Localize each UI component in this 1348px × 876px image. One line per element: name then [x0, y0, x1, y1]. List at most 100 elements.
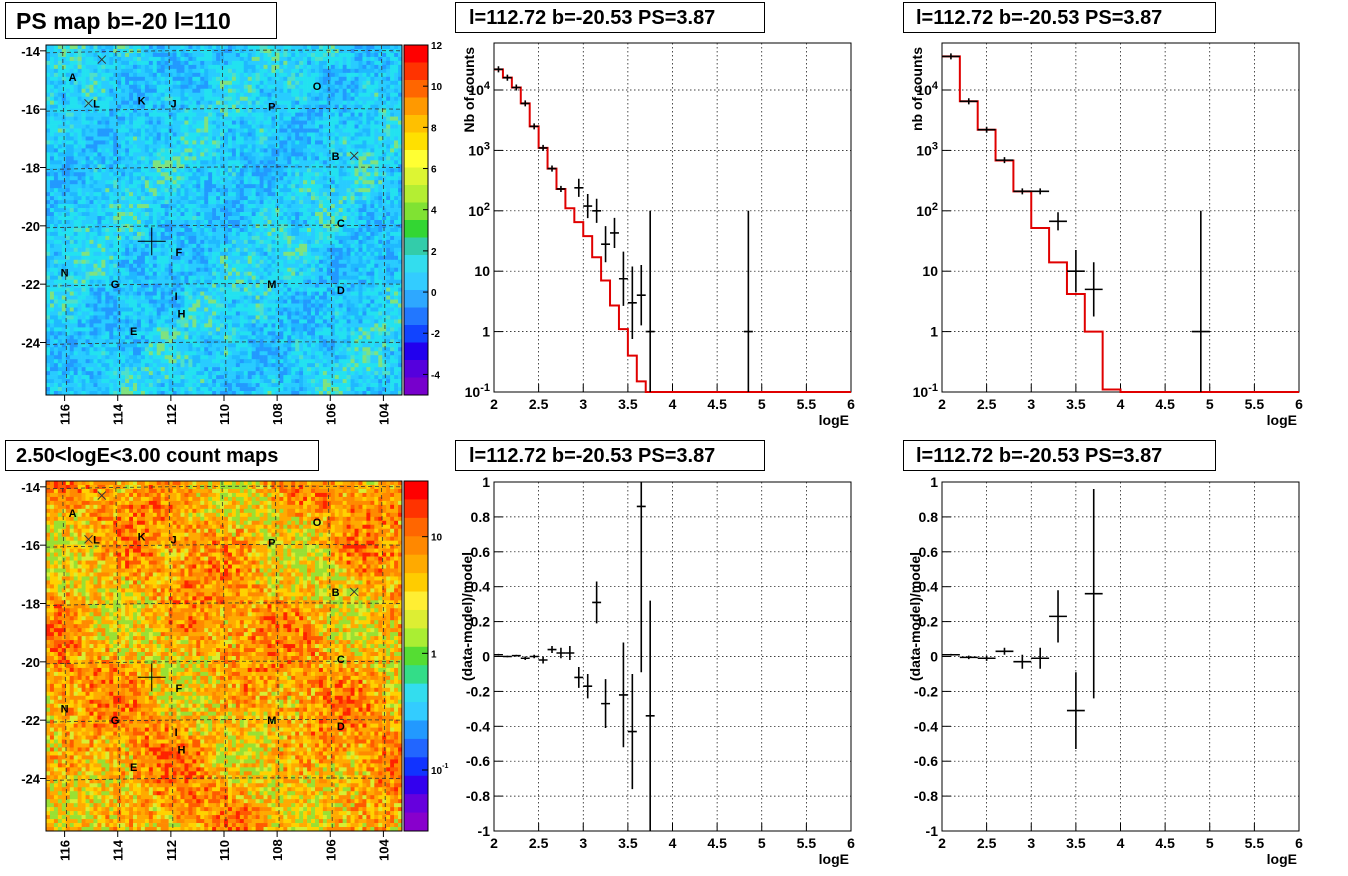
- x-tick-label: 2: [490, 396, 498, 412]
- map-x-tick-label: 112: [164, 840, 179, 861]
- x-tick-label: 3.5: [1066, 396, 1086, 412]
- x-axis-label: logE: [819, 851, 849, 867]
- colorbar-tick-label: -2: [431, 329, 440, 340]
- x-tick-label: 3: [579, 396, 587, 412]
- data-point: [520, 656, 530, 660]
- x-tick-label: 5: [1206, 396, 1214, 412]
- colorbar-band: [404, 167, 428, 186]
- x-tick-label: 3: [1027, 396, 1035, 412]
- x-tick-label: 4.5: [707, 396, 727, 412]
- y-tick-label: 0.6: [471, 544, 491, 560]
- y-tick-label: -0.2: [914, 683, 938, 699]
- data-point: [645, 600, 655, 831]
- data-point: [1013, 188, 1032, 195]
- map-x-tick-label: 114: [111, 839, 126, 861]
- colorbar-band: [404, 702, 428, 721]
- source-label: I: [175, 727, 178, 739]
- source-cross-marker: [84, 98, 93, 108]
- x-tick-label: 4: [1117, 835, 1125, 851]
- data-point: [995, 157, 1014, 164]
- target-position-marker: [137, 227, 166, 256]
- map-x-tick-label: 114: [111, 403, 126, 425]
- colorbar-tick-label: 12: [431, 41, 443, 52]
- map-bottom-title: 2.50<logE<3.00 count maps: [5, 440, 319, 471]
- map-coordinate-grid: [45, 480, 403, 832]
- source-label: C: [337, 218, 345, 230]
- x-tick-label: 6: [1295, 835, 1303, 851]
- data-point: [538, 656, 548, 664]
- map-x-tick-label: 116: [58, 840, 73, 861]
- x-tick-label: 5: [1206, 835, 1214, 851]
- source-label: A: [69, 508, 77, 520]
- data-point: [743, 210, 753, 392]
- y-tick-label: 10-1: [465, 382, 490, 400]
- colorbar-band: [404, 220, 428, 238]
- colorbar-tick-label: 6: [431, 165, 437, 176]
- source-cross-marker: [97, 55, 107, 64]
- y-tick-label: -0.4: [466, 718, 490, 734]
- y-tick-label: 1: [930, 324, 938, 340]
- x-axis-label: logE: [1267, 412, 1297, 428]
- data-point: [511, 84, 521, 91]
- source-label: A: [69, 72, 77, 84]
- y-tick-label: -0.4: [914, 718, 938, 734]
- source-cross-marker: [349, 587, 359, 597]
- data-point: [618, 251, 628, 306]
- colorbar-band: [404, 775, 428, 795]
- x-tick-label: 6: [847, 396, 855, 412]
- map-y-tick-label: -24: [21, 772, 41, 787]
- colorbar-frame: [403, 44, 429, 396]
- y-axis-label: nb of counts: [909, 47, 925, 131]
- colorbar-band: [404, 80, 428, 98]
- source-label: L: [93, 534, 100, 546]
- x-tick-label: 2.5: [529, 835, 549, 851]
- source-label: K: [138, 95, 146, 107]
- colorbar-tick-label: 0: [431, 288, 437, 299]
- data-point: [1031, 647, 1050, 669]
- residual-2-title: l=112.72 b=-20.53 PS=3.87: [903, 440, 1216, 471]
- colorbar-band: [404, 573, 428, 593]
- map-x-tick-label: 108: [270, 839, 285, 861]
- colorbar-band: [404, 307, 428, 326]
- x-tick-label: 2: [490, 835, 498, 851]
- y-tick-label: 10: [922, 263, 938, 279]
- map-x-tick-label: 110: [217, 840, 232, 861]
- target-position-marker: [137, 663, 166, 692]
- y-tick-label: 102: [916, 201, 938, 219]
- ps-map-chart: 116 114 112 110 108 106 104-14-16-18-20-22-24A…: [21, 41, 443, 425]
- x-tick-label: 4: [1117, 396, 1125, 412]
- y-tick-label: 10: [474, 263, 490, 279]
- x-tick-label: 5.5: [1245, 835, 1265, 851]
- map-y-tick-label: -16: [21, 102, 40, 117]
- x-tick-label: 6: [1295, 396, 1303, 412]
- data-point: [494, 653, 503, 656]
- data-point: [1031, 188, 1050, 195]
- x-tick-label: 2: [938, 396, 946, 412]
- data-point: [574, 666, 584, 688]
- data-point: [547, 646, 557, 654]
- map-x-tick-label: 110: [217, 404, 232, 425]
- colorbar-band: [404, 499, 428, 519]
- y-tick-label: 103: [916, 140, 938, 158]
- map-y-tick-label: -18: [21, 161, 40, 176]
- data-point: [645, 210, 655, 392]
- data-point: [627, 266, 637, 340]
- data-point: [529, 654, 539, 659]
- source-label: B: [332, 587, 340, 599]
- source-label: F: [175, 683, 182, 695]
- colorbar-band: [404, 202, 428, 221]
- colorbar-band: [404, 150, 428, 168]
- x-tick-label: 3: [1027, 835, 1035, 851]
- colorbar-tick-label: 8: [431, 123, 437, 134]
- source-label: G: [111, 279, 120, 291]
- colorbar-tick-label: 4: [431, 206, 437, 217]
- colorbar-tick-label: 10-1: [431, 763, 448, 777]
- x-tick-label: 4: [669, 835, 677, 851]
- source-label: L: [93, 98, 100, 110]
- data-point: [1049, 212, 1067, 231]
- colorbar-band: [404, 377, 428, 396]
- x-tick-label: 3.5: [618, 835, 638, 851]
- colorbar-tick-label: 2: [431, 247, 437, 258]
- colorbar-band: [404, 272, 428, 291]
- y-tick-label: -0.6: [914, 753, 938, 769]
